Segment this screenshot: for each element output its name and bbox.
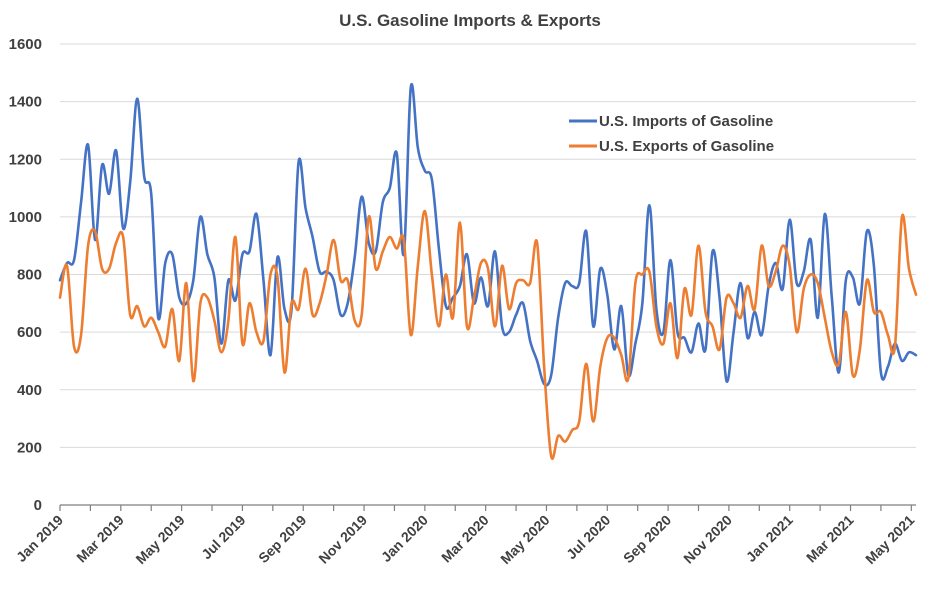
y-tick-label: 400 <box>17 382 42 399</box>
x-tick-label: Jan 2021 <box>743 512 796 565</box>
y-tick-label: 200 <box>17 439 42 456</box>
y-tick-label: 1200 <box>9 151 42 168</box>
x-tick-label: Jul 2019 <box>198 512 249 563</box>
imports-series-line <box>58 82 918 387</box>
x-axis-ticks: Jan 2019 Mar 2019 May 2019 Jul 2019 Sep 2019… <box>13 505 918 567</box>
x-tick-label: Sep 2019 <box>255 512 309 566</box>
x-tick-label: Jan 2020 <box>378 512 431 565</box>
x-tick-label: Nov 2019 <box>315 512 370 567</box>
x-tick-label: May 2021 <box>862 512 917 567</box>
legend-label: U.S. Imports of Gasoline <box>599 113 773 130</box>
x-tick-label: Nov 2020 <box>680 512 735 567</box>
exports-series-line <box>58 209 918 460</box>
gridlines <box>60 43 916 506</box>
x-tick-label: Mar 2019 <box>73 512 127 566</box>
legend: U.S. Imports of Gasoline U.S. Exports of … <box>569 113 774 155</box>
x-tick-label: May 2020 <box>497 512 552 567</box>
chart-title: U.S. Gasoline Imports & Exports <box>339 11 601 30</box>
x-tick-label: Jul 2020 <box>563 512 614 563</box>
y-axis-ticks: 0 200 400 600 800 1000 1200 1400 1600 <box>9 36 42 514</box>
x-tick-label: May 2019 <box>132 512 187 567</box>
y-tick-label: 1600 <box>9 36 42 53</box>
y-tick-label: 1000 <box>9 209 42 226</box>
y-tick-label: 0 <box>34 497 42 514</box>
y-tick-label: 600 <box>17 324 42 341</box>
series-layer <box>58 82 918 460</box>
x-tick-label: Mar 2020 <box>438 512 492 566</box>
x-tick-label: Jan 2019 <box>13 512 66 565</box>
y-tick-label: 800 <box>17 267 42 284</box>
x-tick-label: Mar 2021 <box>803 512 857 566</box>
legend-label: U.S. Exports of Gasoline <box>599 138 774 155</box>
y-tick-label: 1400 <box>9 94 42 111</box>
x-tick-label: Sep 2020 <box>620 512 674 566</box>
